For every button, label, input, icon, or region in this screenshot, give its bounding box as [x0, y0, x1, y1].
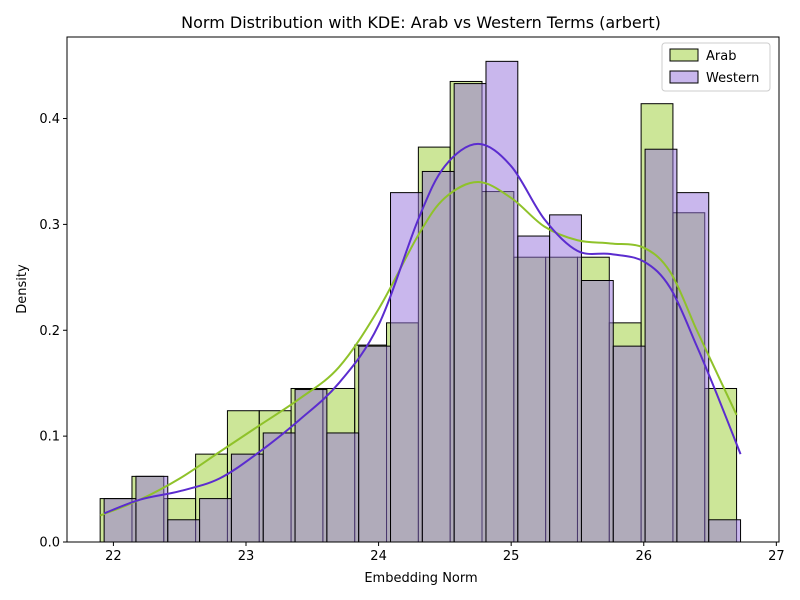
chart-title: Norm Distribution with KDE: Arab vs West…: [181, 13, 661, 32]
bar-western-3: [199, 498, 232, 543]
bar-western-19: [708, 519, 742, 543]
bar-western-8: [358, 345, 392, 543]
bar-western-6: [294, 389, 328, 543]
bar-western-5: [262, 432, 296, 543]
y-tick-label-0.3: 0.3: [39, 218, 60, 233]
y-tick-label-0.2: 0.2: [39, 324, 60, 339]
kde-line-western: [103, 142, 742, 515]
bar-western-0: [103, 498, 137, 543]
legend-swatch-arab: [669, 48, 699, 62]
x-axis-label: Embedding Norm: [364, 571, 477, 586]
x-tick-label-25: 25: [503, 549, 520, 564]
bar-western-10: [421, 170, 455, 543]
bar-western-15: [580, 280, 614, 543]
y-tick-label-0.4: 0.4: [39, 112, 60, 127]
legend-label-arab: Arab: [706, 49, 736, 64]
x-tick-label-26: 26: [635, 549, 652, 564]
bar-arab-19: [704, 387, 738, 543]
bar-western-16: [612, 345, 646, 543]
bar-western-7: [326, 432, 360, 543]
legend: Arab Western: [661, 42, 771, 92]
bar-western-9: [390, 192, 423, 543]
bar-western-18: [676, 192, 710, 543]
legend-label-western: Western: [706, 71, 759, 86]
x-tick-label-23: 23: [238, 549, 255, 564]
x-tick-label-22: 22: [105, 549, 122, 564]
bar-western-2: [167, 519, 201, 543]
bar-western-12: [485, 60, 519, 543]
kde-line-arab: [99, 181, 738, 517]
legend-swatch-western: [669, 70, 699, 84]
x-tick-label-24: 24: [370, 549, 387, 564]
bar-western-1: [135, 475, 169, 543]
bar-western-14: [549, 214, 582, 543]
axes-frame: [66, 36, 780, 543]
bar-western-13: [517, 235, 551, 543]
bar-western-17: [644, 148, 678, 543]
y-tick-label-0.1: 0.1: [39, 430, 60, 445]
bar-western-11: [453, 83, 487, 543]
x-tick-label-27: 27: [768, 549, 785, 564]
y-axis-label: Density: [15, 264, 30, 314]
plot-area: 22 23 24 25 26 27 0.0 0.1 0.2 0.3 0.4: [39, 36, 785, 564]
y-tick-label-0: 0.0: [39, 536, 60, 551]
